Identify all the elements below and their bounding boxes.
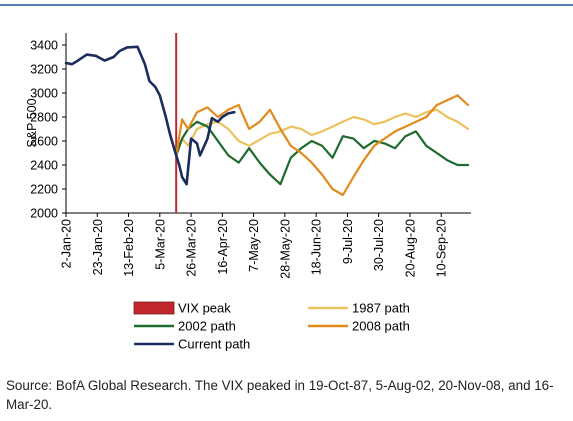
y-tick-label: 2400 (30, 159, 58, 173)
series-lines (64, 33, 470, 213)
x-tick-label: 18-Jun-20 (310, 219, 324, 275)
y-tick-label: 2800 (30, 111, 58, 125)
series-line-2002-path (175, 120, 470, 186)
x-tick-label: 30-Jul-20 (372, 219, 386, 271)
y-axis-title: S&P 500 (25, 98, 39, 147)
legend-label-2002-path: 2002 path (178, 319, 236, 334)
y-tick-label: 3000 (30, 87, 58, 101)
axes: 2000 2200 2400 2600 2800 3000 3200 3400 2-Jan-20… (25, 33, 471, 279)
source-note: Source: BofA Global Research. The VIX pe… (6, 378, 554, 412)
y-tick-label: 3200 (30, 63, 58, 77)
legend-label-current-path: Current path (178, 337, 250, 352)
legend-label-vix-peak: VIX peak (178, 301, 231, 316)
legend-swatch-vix-peak (133, 301, 175, 315)
x-tick-label: 23-Jan-20 (91, 219, 105, 275)
x-tick-label: 28-May-20 (278, 219, 292, 279)
y-tick-label: 2200 (30, 183, 58, 197)
x-tick-label: 20-Aug-20 (403, 219, 417, 277)
x-tick-label: 7-May-20 (247, 219, 261, 272)
x-tick-label: 13-Feb-20 (122, 219, 136, 277)
sp500-paths-chart: 2000 2200 2400 2600 2800 3000 3200 3400 2-Jan-20… (25, 33, 471, 352)
x-tick-label: 9-Jul-20 (341, 219, 355, 264)
series-line-current-path (64, 45, 236, 186)
x-tick-label: 2-Jan-20 (60, 219, 74, 268)
x-tick-label: 5-Mar-20 (153, 219, 167, 270)
x-tick-label: 16-Apr-20 (216, 219, 230, 275)
x-tick-label: 26-Mar-20 (185, 219, 199, 277)
series-line-2008-path (175, 94, 470, 197)
legend-label-2008-path: 2008 path (352, 319, 410, 334)
top-rule (0, 4, 573, 6)
x-tick-label: 10-Sep-20 (435, 219, 449, 277)
legend: VIX peak 1987 path 2002 path 2008 path Curre… (133, 301, 410, 352)
y-tick-label: 3400 (30, 39, 58, 53)
y-tick-label: 2000 (30, 207, 58, 221)
y-tick-label: 2600 (30, 135, 58, 149)
legend-label-1987-path: 1987 path (352, 301, 410, 316)
